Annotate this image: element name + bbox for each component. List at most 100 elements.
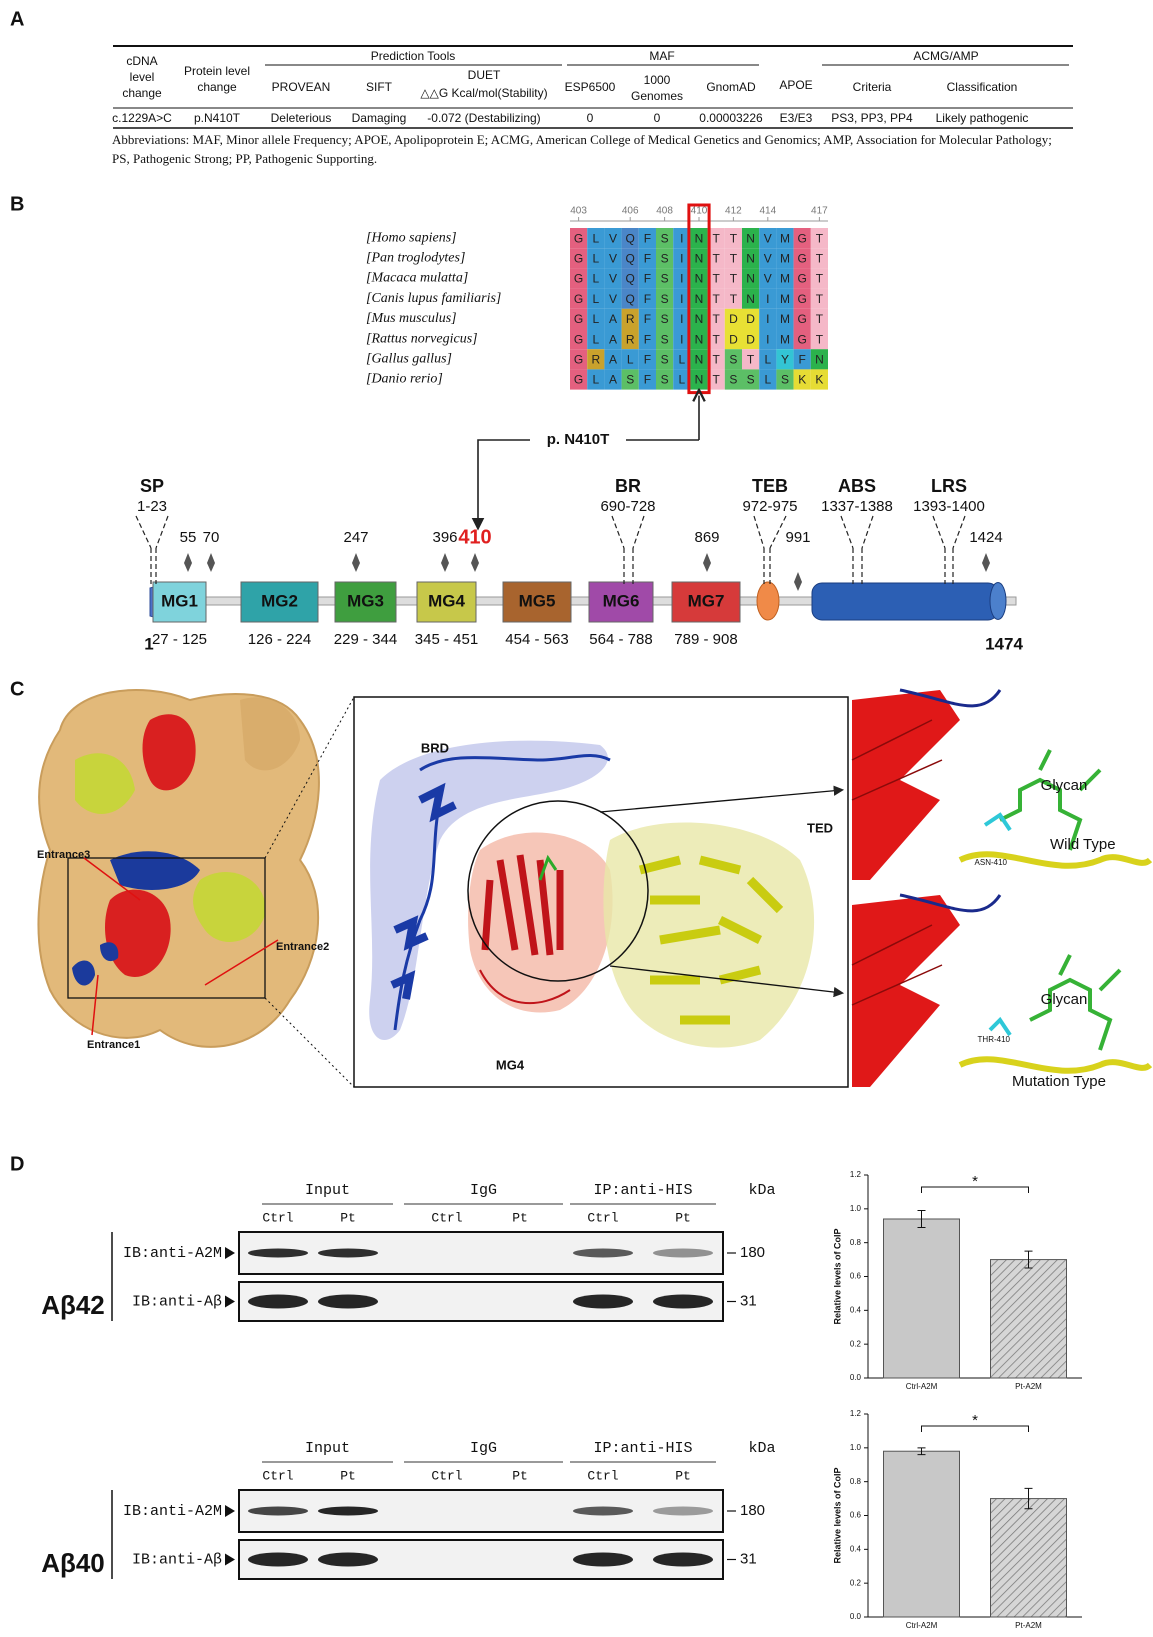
lane-label: Pt — [675, 1210, 691, 1225]
residue-cell — [724, 329, 742, 350]
band — [248, 1294, 308, 1309]
residue: T — [713, 272, 721, 286]
residue: L — [764, 352, 771, 366]
domain-name: MG4 — [428, 591, 465, 610]
header-cell: PROVEAN — [272, 80, 331, 94]
residue: Q — [626, 251, 635, 265]
residue-cell — [707, 369, 725, 390]
residue: K — [815, 373, 823, 387]
residue: L — [592, 251, 599, 265]
y-tick-label: 0.8 — [850, 1238, 862, 1247]
residue-cell — [707, 268, 725, 289]
residue: N — [695, 352, 704, 366]
residue-cell — [638, 248, 656, 269]
entrance-label: Entrance1 — [87, 1039, 140, 1051]
residue: N — [815, 352, 824, 366]
header-group: MAF — [649, 49, 674, 63]
residue-cell — [587, 248, 605, 269]
site-label: 410 — [458, 526, 491, 548]
header-cell: 1000 — [644, 73, 671, 87]
residue-cell — [707, 349, 725, 370]
residue: T — [713, 373, 721, 387]
species-name: [Canis lupus familiaris] — [366, 291, 501, 306]
header-group: Prediction Tools — [371, 49, 456, 63]
residue-cell — [759, 329, 777, 350]
blot-title: Aβ42 — [41, 1290, 105, 1320]
residue-cell — [570, 308, 588, 329]
residue-cell — [587, 228, 605, 249]
residue: S — [781, 373, 789, 387]
residue: S — [661, 231, 669, 245]
significance-label: * — [972, 1173, 978, 1190]
size-label: 31 — [740, 1550, 757, 1567]
error-bar — [917, 1210, 926, 1228]
residue: T — [730, 272, 738, 286]
blot-strip — [238, 1539, 724, 1580]
band — [653, 1552, 713, 1567]
position-label: 410 — [691, 206, 708, 217]
residue: G — [574, 231, 583, 245]
residue: F — [644, 332, 651, 346]
residue: G — [798, 332, 807, 346]
residue-cell — [810, 369, 828, 390]
domain-range: 454 - 563 — [505, 631, 568, 648]
residue: T — [713, 231, 721, 245]
site-marker — [471, 553, 479, 572]
group-label: Input — [305, 1182, 350, 1199]
residue: A — [609, 352, 617, 366]
residue: I — [766, 312, 769, 326]
residue-cell — [707, 329, 725, 350]
domain-box — [334, 581, 397, 623]
residue: S — [729, 373, 737, 387]
y-tick-label: 1.2 — [850, 1409, 862, 1418]
residue-cell — [621, 248, 639, 269]
residue: N — [746, 231, 755, 245]
blot-row-label: IB:anti-A2M — [123, 1245, 222, 1262]
blot-row-label: IB:anti-Aβ — [132, 1551, 222, 1568]
residue-cell — [638, 349, 656, 370]
band — [318, 1294, 378, 1309]
residue-cell — [690, 228, 708, 249]
y-tick-label: 1.0 — [850, 1204, 862, 1213]
domain-range: 229 - 344 — [334, 631, 397, 648]
cartoon-render — [353, 696, 849, 1088]
residue-cell — [776, 268, 794, 289]
residue: G — [574, 352, 583, 366]
residue: I — [680, 231, 683, 245]
region-range: 1393-1400 — [913, 498, 985, 515]
residue: T — [816, 292, 824, 306]
residue: M — [780, 272, 790, 286]
residue: D — [729, 312, 738, 326]
panel-label: C — [10, 678, 24, 700]
region-guide — [861, 515, 874, 549]
residue-cell — [570, 228, 588, 249]
domain-name: MG2 — [261, 591, 298, 610]
residue: I — [680, 272, 683, 286]
region-range: 972-975 — [742, 498, 797, 515]
region-guide — [840, 515, 854, 549]
residue: S — [661, 332, 669, 346]
y-axis-label: Relative levels of CoIP — [832, 1228, 842, 1324]
domain-box — [588, 581, 654, 623]
residue: G — [574, 251, 583, 265]
residue: T — [713, 251, 721, 265]
variant-label: Wild Type — [1050, 836, 1116, 853]
residue-cell — [690, 288, 708, 309]
domain-range: 789 - 908 — [674, 631, 737, 648]
position-label: 408 — [656, 206, 673, 217]
residue: D — [746, 312, 755, 326]
header-cell: Protein level — [184, 64, 250, 78]
region-name: TEB — [752, 476, 788, 496]
header-cell: DUET — [468, 68, 501, 82]
residue: L — [678, 352, 685, 366]
domain-box — [502, 581, 572, 623]
residue-cell — [776, 228, 794, 249]
site-marker — [207, 553, 215, 572]
residue: R — [591, 352, 600, 366]
residue-cell — [810, 349, 828, 370]
residue: V — [609, 272, 617, 286]
table-cell: 0 — [654, 111, 661, 125]
residue-cell — [570, 349, 588, 370]
residue-cell — [759, 228, 777, 249]
residue: N — [695, 312, 704, 326]
